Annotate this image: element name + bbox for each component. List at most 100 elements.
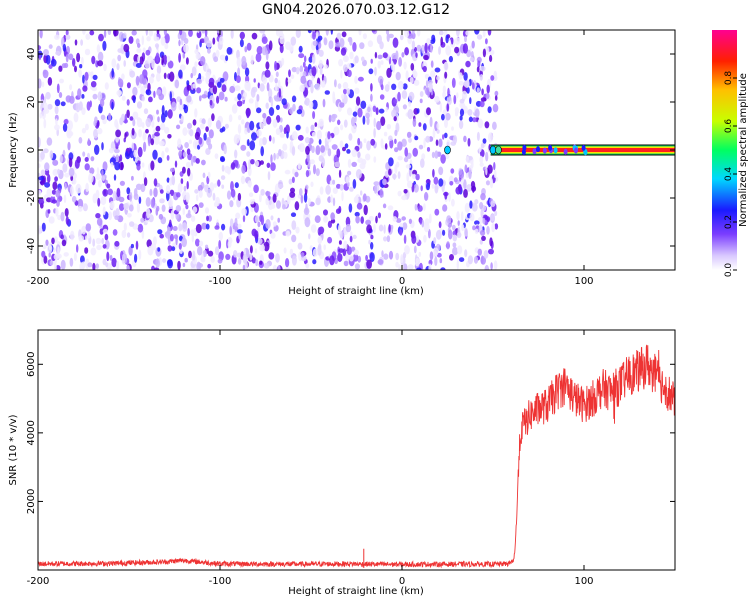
noise-speck xyxy=(162,86,167,97)
noise-speck xyxy=(126,232,131,238)
noise-speck xyxy=(156,72,161,82)
noise-speck xyxy=(147,82,151,92)
noise-speck xyxy=(355,96,361,106)
noise-speck xyxy=(474,228,479,235)
noise-speck xyxy=(172,226,178,231)
noise-speck xyxy=(384,84,390,92)
noise-speck xyxy=(493,169,497,179)
noise-speck xyxy=(332,197,336,207)
noise-speck xyxy=(456,259,459,270)
noise-speck xyxy=(167,109,173,119)
noise-speck xyxy=(290,187,295,193)
noise-speck xyxy=(435,139,439,146)
noise-speck xyxy=(100,114,106,121)
noise-speck xyxy=(489,54,493,63)
noise-speck xyxy=(281,197,285,207)
noise-speck xyxy=(143,108,149,115)
noise-speck xyxy=(180,178,184,185)
noise-speck xyxy=(207,47,211,54)
noise-speck xyxy=(282,204,286,210)
noise-speck xyxy=(137,55,141,63)
noise-speck xyxy=(386,235,391,243)
noise-speck xyxy=(38,163,41,169)
noise-speck xyxy=(287,78,292,84)
noise-speck xyxy=(380,138,384,149)
noise-speck xyxy=(307,197,311,206)
noise-speck xyxy=(465,60,471,68)
noise-speck xyxy=(329,180,333,186)
noise-speck xyxy=(60,101,66,107)
noise-speck xyxy=(60,234,64,240)
noise-speck xyxy=(251,228,257,237)
noise-speck xyxy=(186,80,190,86)
y-tick-label: -20 xyxy=(26,190,37,206)
noise-speck xyxy=(392,37,399,48)
noise-speck xyxy=(234,85,238,92)
noise-speck xyxy=(180,31,187,41)
noise-speck xyxy=(191,66,197,76)
noise-speck xyxy=(370,138,376,146)
noise-speck xyxy=(182,166,186,174)
noise-speck xyxy=(265,219,271,229)
noise-speck xyxy=(178,223,183,232)
noise-speck xyxy=(197,30,200,34)
noise-speck xyxy=(270,154,273,164)
noise-speck xyxy=(413,183,419,193)
noise-speck xyxy=(336,183,341,189)
noise-speck xyxy=(38,78,42,89)
noise-speck xyxy=(103,189,107,195)
noise-speck xyxy=(212,192,216,201)
noise-speck xyxy=(272,118,278,128)
noise-speck xyxy=(388,135,393,141)
noise-speck xyxy=(291,146,296,156)
x-tick-label: -100 xyxy=(209,576,232,587)
noise-speck xyxy=(139,56,144,65)
noise-speck xyxy=(348,133,353,141)
noise-speck xyxy=(386,124,392,130)
noise-speck xyxy=(266,82,270,92)
noise-speck xyxy=(167,134,172,139)
noise-speck xyxy=(47,174,51,184)
noise-speck xyxy=(366,259,372,270)
noise-speck xyxy=(157,157,163,164)
noise-speck xyxy=(458,80,464,86)
noise-speck xyxy=(81,94,85,99)
noise-speck xyxy=(221,184,225,189)
noise-speck xyxy=(229,225,232,236)
noise-speck xyxy=(192,206,198,213)
noise-speck xyxy=(44,162,50,172)
noise-speck xyxy=(260,146,265,157)
noise-speck xyxy=(136,163,141,171)
noise-speck xyxy=(368,239,371,245)
noise-speck xyxy=(373,117,376,128)
noise-speck xyxy=(300,252,305,258)
noise-speck xyxy=(108,112,112,122)
noise-speck xyxy=(164,43,169,50)
noise-speck xyxy=(379,94,385,100)
noise-speck xyxy=(237,257,242,265)
snr-panel: -200 -100 0 100 6000 4000 2000 Height of strai… xyxy=(8,329,676,597)
noise-speck xyxy=(359,141,363,149)
noise-speck xyxy=(370,83,373,92)
noise-speck xyxy=(354,87,360,95)
noise-speck xyxy=(318,49,324,57)
noise-speck xyxy=(94,144,100,155)
noise-speck xyxy=(401,216,407,221)
x-tick-label: 0 xyxy=(399,576,405,587)
noise-speck xyxy=(259,137,263,148)
colorbar: 0.0 0.2 0.4 0.6 0.8 Normalized spectral ampl… xyxy=(712,30,749,277)
y-tick-label: -40 xyxy=(26,238,37,254)
noise-speck xyxy=(357,157,364,163)
noise-speck xyxy=(352,234,357,240)
noise-speck xyxy=(207,171,211,179)
noise-speck xyxy=(136,202,140,213)
noise-speck xyxy=(270,162,276,172)
noise-speck xyxy=(469,213,475,222)
noise-speck xyxy=(305,126,309,134)
noise-speck xyxy=(69,95,75,104)
noise-speck xyxy=(386,33,390,42)
noise-speck xyxy=(486,84,490,94)
noise-speck xyxy=(184,142,189,149)
noise-speck xyxy=(351,149,358,158)
y-tick-label: 4000 xyxy=(26,420,37,445)
